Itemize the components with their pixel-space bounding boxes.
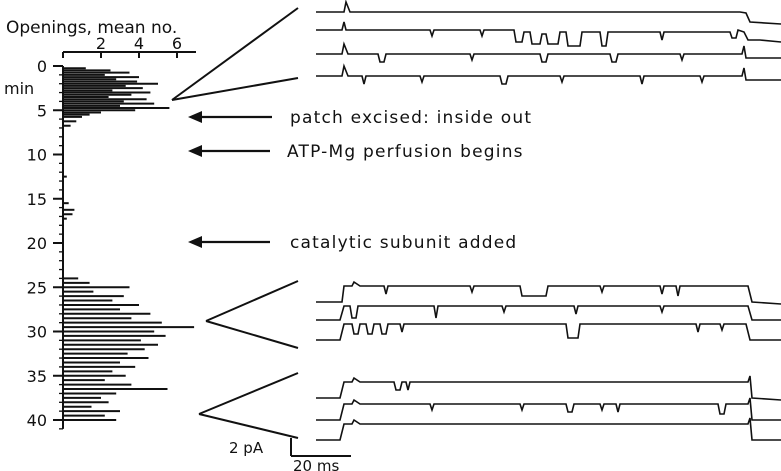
zoom-wedge-bottom bbox=[198, 372, 299, 439]
x-tick-label: 2 bbox=[96, 34, 106, 53]
zoom-line-bottom-lower bbox=[198, 413, 299, 439]
zoom-wedge-top bbox=[171, 7, 299, 101]
current-trace bbox=[316, 0, 781, 25]
annotation-catalytic-subunit: catalytic subunit added bbox=[188, 233, 517, 253]
annotation-text-catalytic-subunit: catalytic subunit added bbox=[290, 233, 517, 253]
y-tick-label: 20 bbox=[27, 234, 47, 253]
annotation-arrowhead-atp-perfusion bbox=[188, 145, 202, 157]
annotation-arrowhead-patch-excised bbox=[188, 111, 202, 123]
annotation-patch-excised: patch excised: inside out bbox=[188, 108, 532, 128]
y-axis: 0 5 10 15 20 25 30 35 40 bbox=[27, 57, 64, 430]
zoom-line-top-lower bbox=[171, 77, 299, 101]
current-trace bbox=[316, 305, 781, 321]
x-tick-label: 4 bbox=[134, 34, 144, 53]
zoom-line-middle-upper bbox=[205, 280, 299, 322]
trace-group-bottom bbox=[316, 375, 781, 441]
scale-bar-current-label: 2 pA bbox=[229, 439, 264, 457]
scale-bar-time-label: 20 ms bbox=[293, 457, 339, 471]
y-tick-label: 30 bbox=[27, 323, 47, 342]
y-tick-label: 25 bbox=[27, 278, 47, 297]
bar-series bbox=[63, 67, 195, 421]
current-trace bbox=[316, 280, 781, 305]
y-tick-label: 5 bbox=[37, 101, 47, 120]
y-tick-label: 35 bbox=[27, 367, 47, 386]
current-trace bbox=[316, 21, 781, 47]
y-tick-label: 15 bbox=[27, 190, 47, 209]
trace-group-middle bbox=[316, 280, 781, 341]
trace-group-top bbox=[316, 0, 781, 85]
scale-bar: 2 pA 20 ms bbox=[229, 438, 351, 471]
current-trace bbox=[316, 323, 781, 341]
y-tick-label: 0 bbox=[37, 57, 47, 76]
x-axis-title: Openings, mean no. bbox=[6, 18, 177, 38]
x-axis: 2 4 6 bbox=[62, 34, 196, 58]
current-trace bbox=[316, 63, 781, 85]
annotation-arrowhead-catalytic-subunit bbox=[188, 236, 202, 248]
zoom-line-bottom-upper bbox=[198, 372, 299, 415]
zoom-line-top-upper bbox=[171, 7, 299, 101]
zoom-wedge-middle bbox=[205, 280, 299, 349]
y-tick-label: 10 bbox=[27, 146, 47, 165]
y-axis-unit: min bbox=[4, 79, 34, 98]
zoom-line-middle-lower bbox=[205, 320, 299, 349]
current-trace bbox=[316, 375, 781, 401]
annotation-text-patch-excised: patch excised: inside out bbox=[290, 108, 532, 128]
annotation-atp-perfusion: ATP-Mg perfusion begins bbox=[188, 142, 524, 162]
current-trace bbox=[316, 41, 781, 63]
current-trace bbox=[316, 397, 781, 421]
x-tick-label: 6 bbox=[172, 34, 182, 53]
annotation-text-atp-perfusion: ATP-Mg perfusion begins bbox=[287, 142, 524, 162]
y-tick-label: 40 bbox=[27, 411, 47, 430]
current-trace bbox=[316, 417, 781, 441]
